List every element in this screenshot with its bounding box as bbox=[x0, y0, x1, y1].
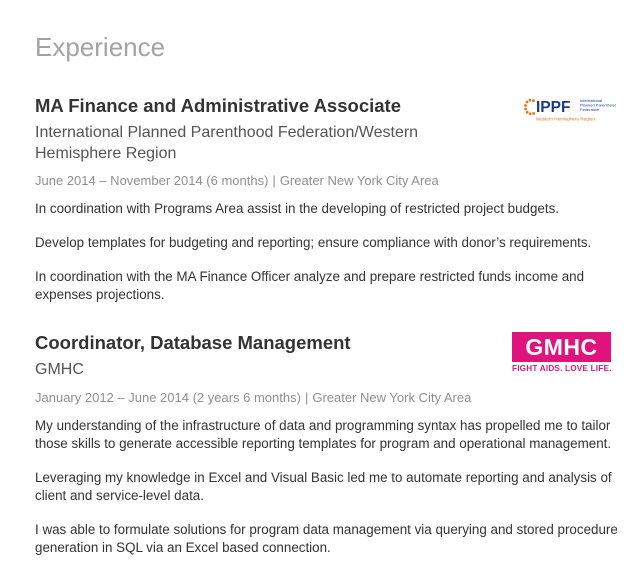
section-title: Experience bbox=[35, 32, 166, 62]
meta-separator: | bbox=[272, 173, 276, 188]
job-meta: January 2012 – June 2014 (2 years 6 mont… bbox=[35, 389, 620, 406]
svg-text:International: International bbox=[580, 98, 602, 103]
job-location: Greater New York City Area bbox=[312, 390, 472, 405]
job-meta: June 2014 – November 2014 (6 months) | Gre… bbox=[35, 172, 620, 189]
organization-name[interactable]: International Planned Parenthood Federat… bbox=[35, 122, 620, 164]
ippf-logo[interactable]: IPPF International Planned Parenthood Fe… bbox=[521, 96, 616, 124]
experience-entry: MA Finance and Administrative Associate … bbox=[35, 95, 620, 304]
gmhc-logo-box: GMHC bbox=[512, 332, 611, 362]
job-description: My understanding of the infrastructure o… bbox=[35, 418, 612, 451]
job-title[interactable]: MA Finance and Administrative Associate bbox=[35, 95, 401, 116]
ippf-logo-text: IPPF bbox=[536, 99, 570, 116]
job-description: In coordination with Programs Area assis… bbox=[35, 201, 560, 216]
gmhc-logo[interactable]: GMHC FIGHT AIDS. LOVE LIFE. bbox=[512, 332, 611, 378]
job-title[interactable]: Coordinator, Database Management bbox=[35, 332, 351, 353]
job-description: Develop templates for budgeting and repo… bbox=[35, 235, 592, 250]
job-description: In coordination with the MA Finance Offi… bbox=[35, 269, 585, 302]
job-description: I was able to formulate solutions for pr… bbox=[35, 522, 618, 555]
gmhc-logo-tagline: FIGHT AIDS. LOVE LIFE. bbox=[512, 364, 612, 373]
meta-separator: | bbox=[304, 390, 309, 405]
experience-entry: Coordinator, Database Management GMHC Ja… bbox=[35, 332, 620, 557]
organization-name[interactable]: GMHC bbox=[35, 361, 84, 378]
job-dates: June 2014 – November 2014 (6 months) bbox=[35, 173, 269, 188]
svg-text:Federation: Federation bbox=[580, 107, 599, 112]
organization-name-line: International Planned Parenthood Federat… bbox=[35, 124, 419, 141]
job-description: Leveraging my knowledge in Excel and Vis… bbox=[35, 470, 612, 503]
organization-name-line: Hemisphere Region bbox=[35, 145, 177, 162]
ippf-logo-graphic: IPPF International Planned Parenthood Fe… bbox=[524, 98, 616, 122]
svg-text:Western Hemisphere Region: Western Hemisphere Region bbox=[536, 117, 595, 122]
svg-text:Planned Parenthood: Planned Parenthood bbox=[580, 103, 616, 108]
job-dates: January 2012 – June 2014 (2 years 6 mont… bbox=[35, 390, 301, 405]
job-location: Greater New York City Area bbox=[279, 173, 439, 188]
